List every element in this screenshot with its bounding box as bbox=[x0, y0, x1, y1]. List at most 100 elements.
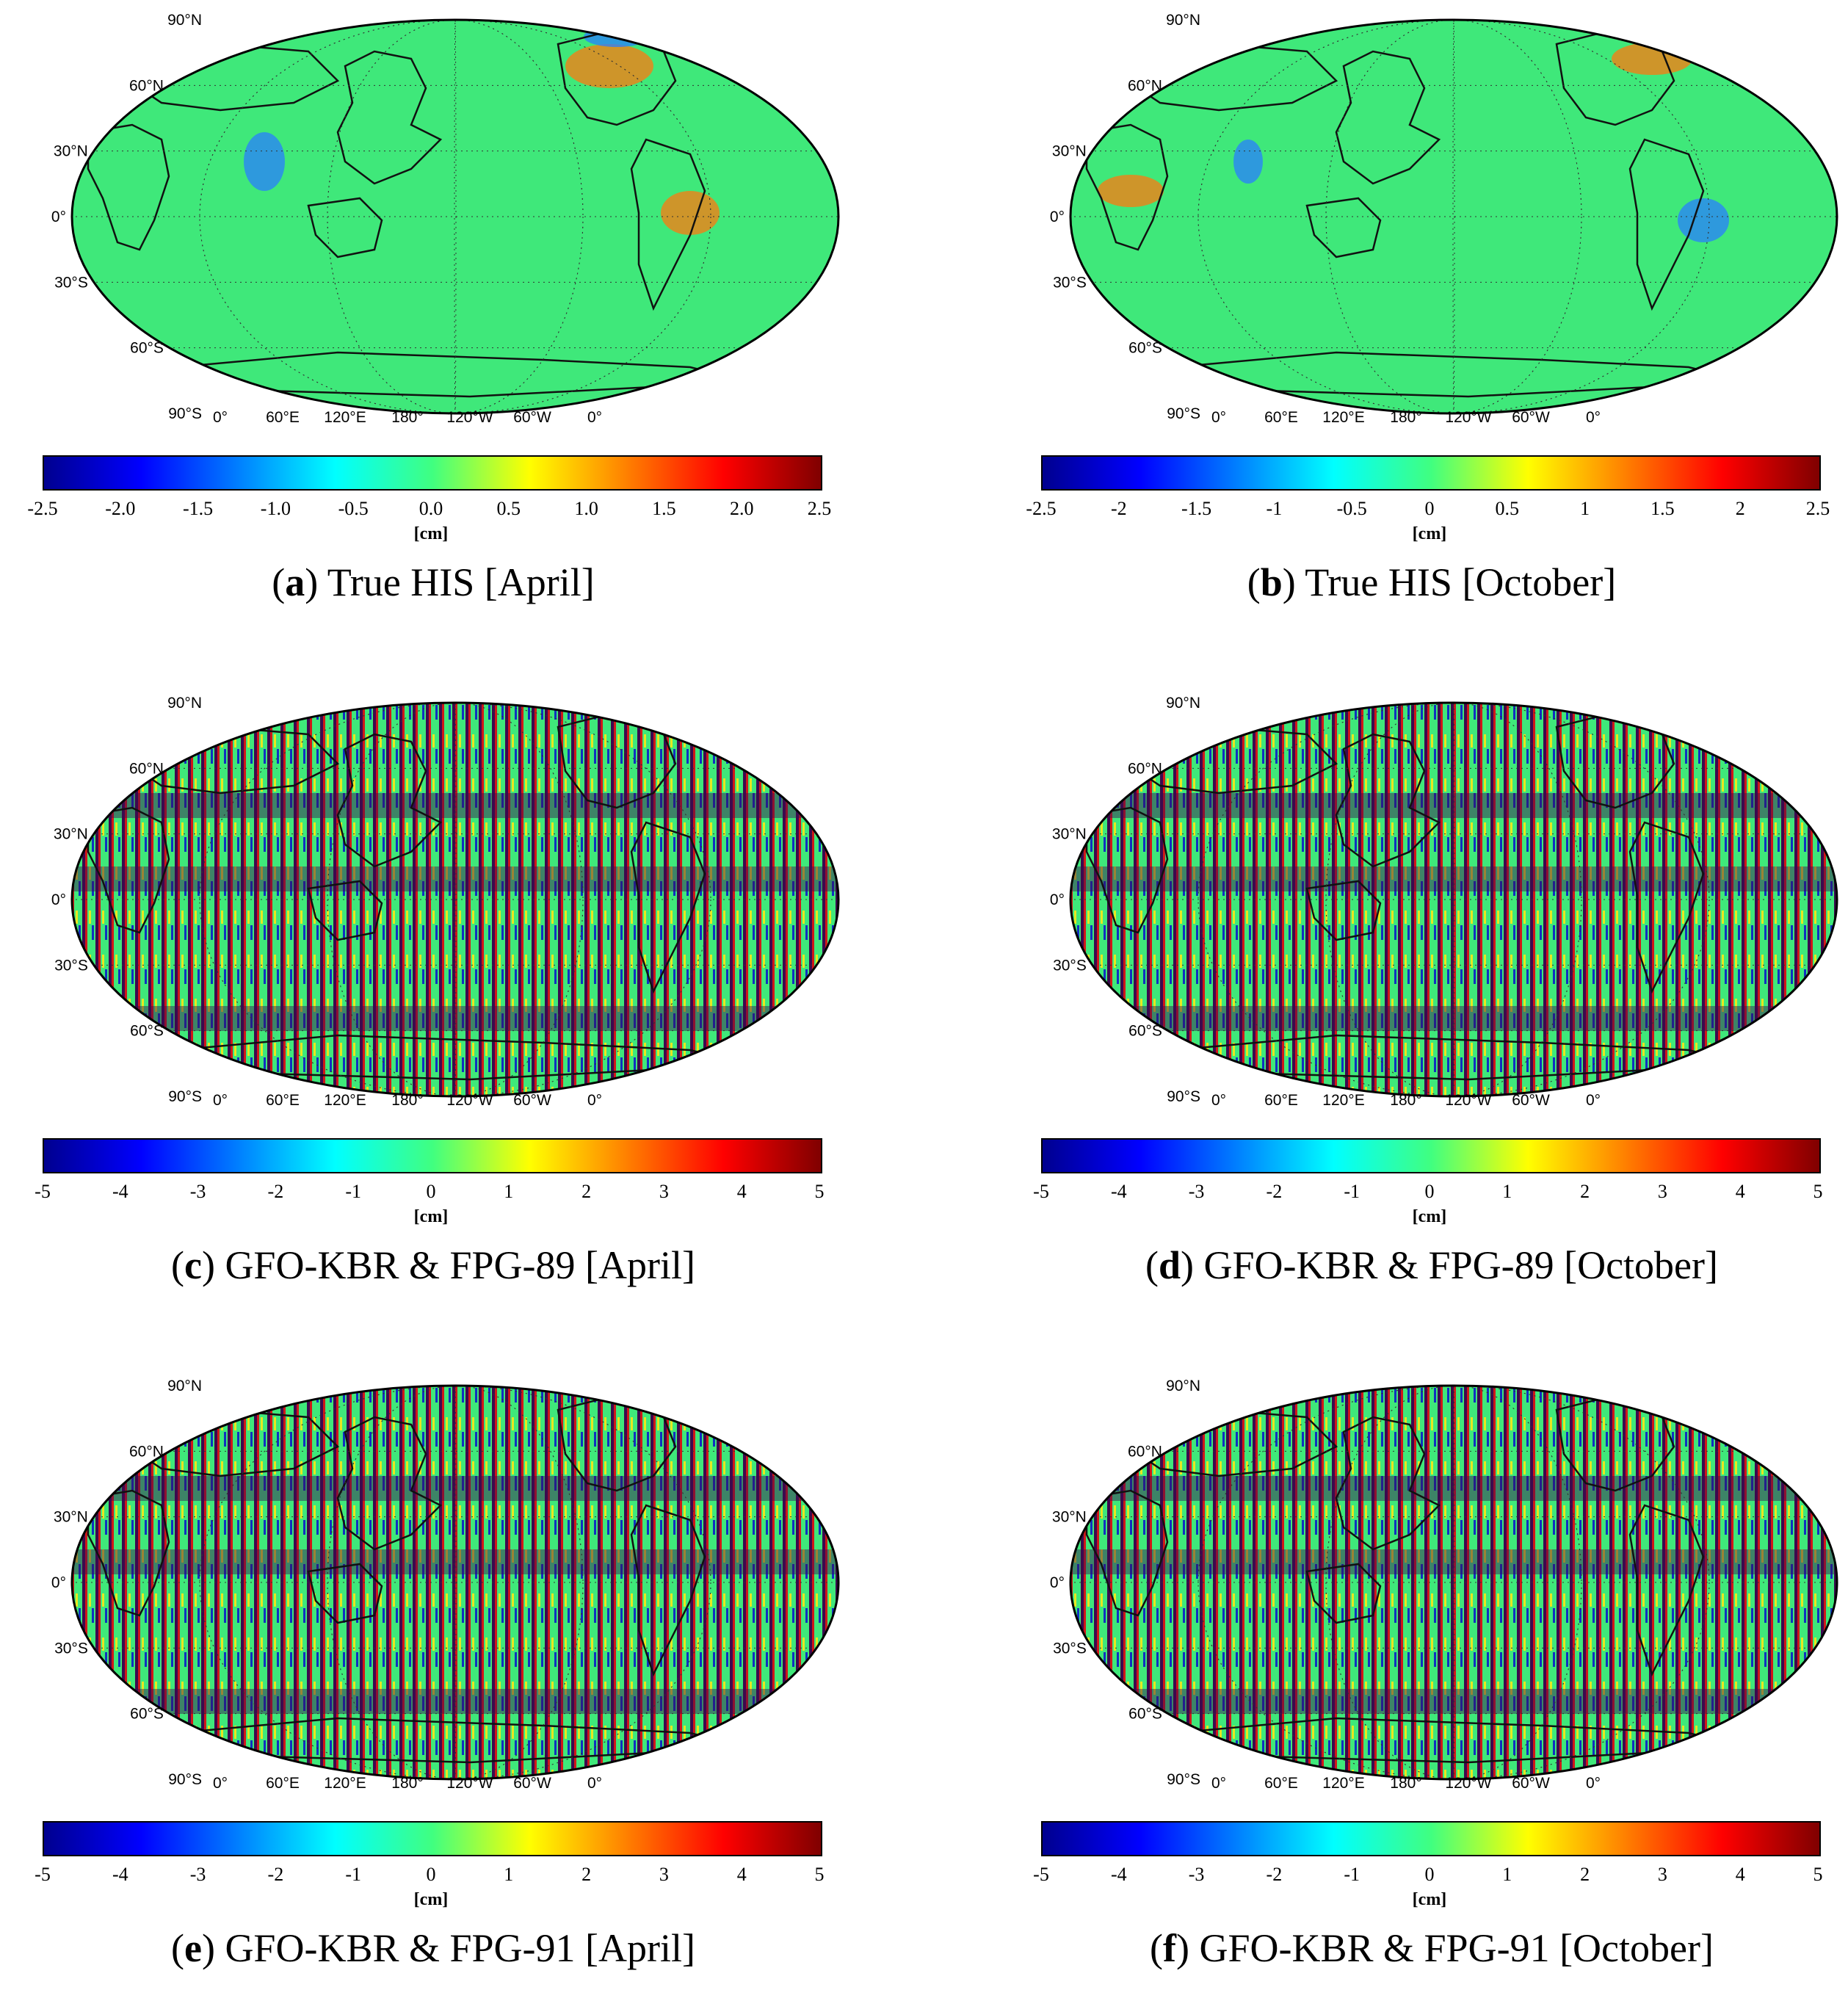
lat-label: 60°S bbox=[1128, 1706, 1162, 1723]
colorbar-tick: 0.5 bbox=[496, 498, 521, 519]
colorbar-tick: -2 bbox=[1266, 1181, 1283, 1202]
colorbar-unit: [cm] bbox=[413, 1890, 449, 1909]
panel-title: GFO-KBR & FPG-89 [April] bbox=[225, 1243, 695, 1287]
lat-label: 90°S bbox=[1167, 1088, 1200, 1105]
lon-label: 60°W bbox=[513, 1775, 551, 1792]
lat-label: 60°S bbox=[130, 1706, 164, 1723]
colorbar-tick: 1 bbox=[1502, 1181, 1512, 1202]
colorbar-unit: [cm] bbox=[1412, 524, 1447, 543]
field-stripes bbox=[72, 703, 838, 1096]
colorbar-tick: 1 bbox=[1580, 498, 1590, 519]
panel-title: True HIS [April] bbox=[327, 560, 595, 604]
lat-label: 60°S bbox=[130, 1023, 164, 1040]
lon-label: 120°W bbox=[446, 1775, 493, 1792]
map-d: 90°N 60°N 30°N 0° 30°S 60°S 90°S 0° 60°E 120°E 180… bbox=[1050, 695, 1838, 1109]
colorbar-gradient bbox=[43, 1138, 822, 1173]
colorbar-gradient bbox=[1041, 1138, 1821, 1173]
map-c: 90°N 60°N 30°N 0° 30°S 60°S 90°S 0° 60°E 120°E 180… bbox=[51, 695, 840, 1109]
lat-label: 30°N bbox=[54, 826, 88, 843]
map-e: 90°N 60°N 30°N 0° 30°S 60°S 90°S 0° 60°E 120°E 180… bbox=[51, 1378, 840, 1792]
panel-c: 90°N 60°N 30°N 0° 30°S 60°S 90°S 0° 60°E 120°E 180… bbox=[29, 683, 932, 1329]
panel-e: 90°N 60°N 30°N 0° 30°S 60°S 90°S 0° 60°E 120°E 180… bbox=[29, 1366, 932, 2012]
colorbar-tick: -4 bbox=[1110, 1864, 1127, 1885]
colorbar-tick: 2.0 bbox=[729, 498, 754, 519]
lat-label: 30°N bbox=[54, 1509, 88, 1526]
colorbar-tick: -5 bbox=[35, 1181, 51, 1202]
lon-label: 0° bbox=[1211, 409, 1226, 426]
lon-label: 120°W bbox=[446, 1092, 493, 1109]
lat-label: 60°N bbox=[1128, 77, 1162, 94]
panel-title: True HIS [October] bbox=[1305, 560, 1617, 604]
lat-label: 60°S bbox=[130, 340, 164, 357]
colorbar-gradient bbox=[1041, 1821, 1821, 1856]
field-stripes bbox=[72, 1386, 838, 1779]
colorbar-tick: -2 bbox=[1266, 1864, 1283, 1885]
lat-label: 30°N bbox=[1052, 143, 1087, 160]
panel-d: 90°N 60°N 30°N 0° 30°S 60°S 90°S 0° 60°E 120°E 180… bbox=[1028, 683, 1848, 1329]
lon-label: 60°E bbox=[266, 1775, 300, 1792]
colorbar-unit: [cm] bbox=[413, 1207, 449, 1226]
lon-label: 60°E bbox=[1264, 1775, 1298, 1792]
panel-letter: a bbox=[285, 560, 305, 604]
lon-label: 120°E bbox=[324, 1775, 366, 1792]
colorbar-tick: 0.5 bbox=[1495, 498, 1520, 519]
lat-label: 30°S bbox=[54, 1640, 88, 1657]
lon-label: 60°W bbox=[513, 409, 551, 426]
colorbar-tick: 5 bbox=[814, 1181, 825, 1202]
colorbar-tick: -2 bbox=[1110, 498, 1127, 519]
colorbar-tick: 0 bbox=[1424, 1864, 1435, 1885]
panel-caption: (d) GFO-KBR & FPG-89 [October] bbox=[1145, 1243, 1718, 1287]
panel-letter: f bbox=[1163, 1926, 1176, 1970]
lon-label: 0° bbox=[587, 409, 602, 426]
lat-label: 90°N bbox=[1166, 695, 1200, 712]
lat-label: 90°S bbox=[1167, 1771, 1200, 1788]
lat-label: 30°S bbox=[1053, 274, 1087, 291]
lat-label: 0° bbox=[1050, 1574, 1065, 1591]
lon-label: 0° bbox=[1211, 1092, 1226, 1109]
map-a: 90°N 60°N 30°N 0° 30°S 60°S 90°S 0° 60°E 120°E 180… bbox=[51, 12, 840, 426]
lon-label: 120°W bbox=[1445, 1092, 1491, 1109]
lon-label: 120°E bbox=[1322, 409, 1364, 426]
lon-label: 0° bbox=[213, 1775, 228, 1792]
lat-label: 60°S bbox=[1128, 340, 1162, 357]
lon-label: 180° bbox=[1390, 1775, 1421, 1792]
colorbar-tick: 1.5 bbox=[652, 498, 676, 519]
lat-label: 90°S bbox=[168, 405, 202, 422]
colorbar-tick: 2 bbox=[1735, 498, 1745, 519]
map-outline bbox=[70, 18, 840, 415]
lat-label: 0° bbox=[51, 891, 66, 908]
colorbar-tick: 2.5 bbox=[1805, 498, 1830, 519]
lat-label: 30°S bbox=[54, 274, 88, 291]
colorbar-tick: -4 bbox=[1110, 1181, 1127, 1202]
lat-label: 30°S bbox=[1053, 957, 1087, 974]
panel-f: 90°N 60°N 30°N 0° 30°S 60°S 90°S 0° 60°E 120°E 180… bbox=[1028, 1366, 1848, 2012]
colorbar-tick: -2.5 bbox=[27, 498, 58, 519]
colorbar-tick: -5 bbox=[35, 1864, 51, 1885]
panel-title: GFO-KBR & FPG-89 [October] bbox=[1203, 1243, 1718, 1287]
lat-label: 90°N bbox=[1166, 12, 1200, 29]
colorbar-tick: 1 bbox=[504, 1181, 514, 1202]
colorbar-tick: 2 bbox=[581, 1181, 592, 1202]
colorbar-tick: 1 bbox=[504, 1864, 514, 1885]
colorbar-tick: -1 bbox=[1344, 1181, 1360, 1202]
lon-label: 0° bbox=[587, 1775, 602, 1792]
lon-label: 0° bbox=[213, 409, 228, 426]
colorbar-tick: 0.0 bbox=[418, 498, 443, 519]
lon-label: 60°E bbox=[1264, 1092, 1298, 1109]
colorbar-gradient bbox=[43, 1821, 822, 1856]
colorbar-tick: 2 bbox=[1580, 1864, 1590, 1885]
colorbar-tick: -2.5 bbox=[1026, 498, 1057, 519]
panel-letter: c bbox=[184, 1243, 202, 1287]
panel-a: 90°N 60°N 30°N 0° 30°S 60°S 90°S 0° 60°E 120°E 180… bbox=[27, 0, 932, 646]
lon-label: 60°W bbox=[513, 1092, 551, 1109]
colorbar-gradient bbox=[43, 455, 822, 491]
lat-label: 30°N bbox=[54, 143, 88, 160]
colorbar-tick: 5 bbox=[1813, 1181, 1823, 1202]
lon-label: 0° bbox=[1211, 1775, 1226, 1792]
lat-label: 90°S bbox=[168, 1771, 202, 1788]
colorbar-tick: -3 bbox=[1188, 1864, 1205, 1885]
panel-caption: (a) True HIS [April] bbox=[272, 560, 595, 604]
lon-label: 60°W bbox=[1512, 409, 1550, 426]
lat-label: 0° bbox=[1050, 209, 1065, 225]
colorbar-gradient bbox=[1041, 455, 1821, 491]
